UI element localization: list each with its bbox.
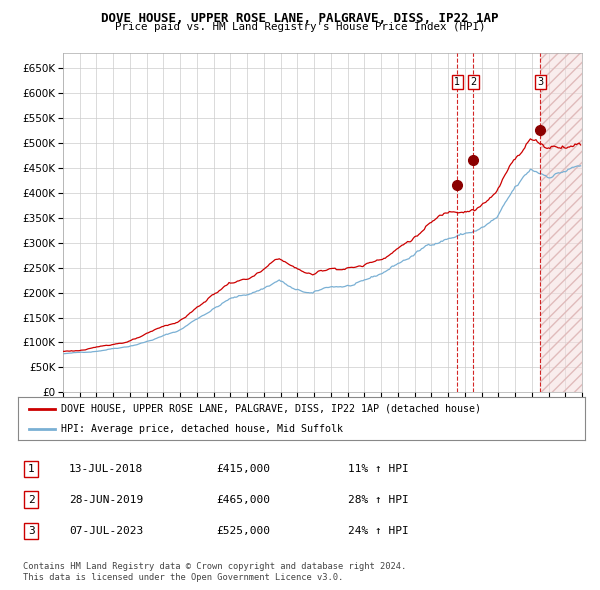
Text: 1: 1 [28, 464, 35, 474]
Bar [541, 53, 582, 392]
Text: 11% ↑ HPI: 11% ↑ HPI [348, 464, 409, 474]
Text: £415,000: £415,000 [216, 464, 270, 474]
Text: Price paid vs. HM Land Registry's House Price Index (HPI): Price paid vs. HM Land Registry's House … [115, 22, 485, 32]
Text: 07-JUL-2023: 07-JUL-2023 [69, 526, 143, 536]
Text: 2: 2 [28, 495, 35, 504]
Text: DOVE HOUSE, UPPER ROSE LANE, PALGRAVE, DISS, IP22 1AP: DOVE HOUSE, UPPER ROSE LANE, PALGRAVE, D… [101, 12, 499, 25]
Text: 3: 3 [538, 77, 544, 87]
Text: 2: 2 [470, 77, 476, 87]
Text: This data is licensed under the Open Government Licence v3.0.: This data is licensed under the Open Gov… [23, 572, 343, 582]
Text: HPI: Average price, detached house, Mid Suffolk: HPI: Average price, detached house, Mid … [61, 424, 343, 434]
Text: 13-JUL-2018: 13-JUL-2018 [69, 464, 143, 474]
Text: Contains HM Land Registry data © Crown copyright and database right 2024.: Contains HM Land Registry data © Crown c… [23, 562, 406, 571]
Text: 28-JUN-2019: 28-JUN-2019 [69, 495, 143, 504]
Text: 3: 3 [28, 526, 35, 536]
Text: £465,000: £465,000 [216, 495, 270, 504]
Bar [541, 53, 582, 392]
Text: £525,000: £525,000 [216, 526, 270, 536]
Text: DOVE HOUSE, UPPER ROSE LANE, PALGRAVE, DISS, IP22 1AP (detached house): DOVE HOUSE, UPPER ROSE LANE, PALGRAVE, D… [61, 404, 481, 414]
Text: 24% ↑ HPI: 24% ↑ HPI [348, 526, 409, 536]
Text: 28% ↑ HPI: 28% ↑ HPI [348, 495, 409, 504]
Text: 1: 1 [454, 77, 460, 87]
